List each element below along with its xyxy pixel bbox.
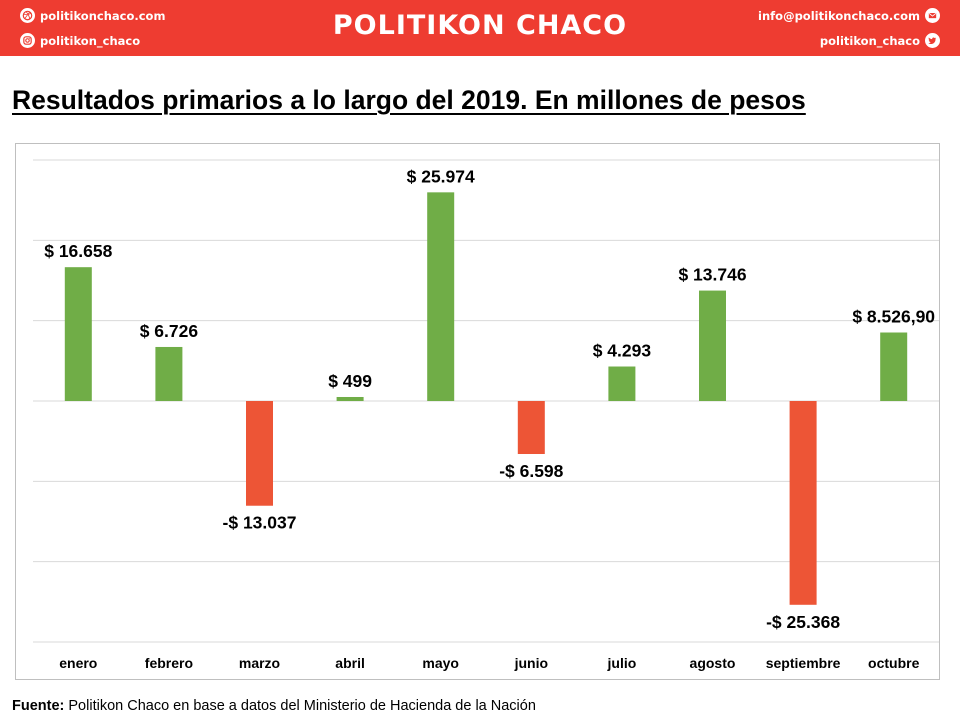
bar-agosto [699,290,726,401]
source-text: Politikon Chaco en base a datos del Mini… [68,698,536,714]
bar-chart: $ 16.658 $ 6.726 -$ 13.037 $ 499 $ 25.974 -$ … [33,159,939,671]
twitter-link[interactable]: politikon_chaco [820,33,940,48]
website-link[interactable]: politikonchaco.com [20,8,165,23]
website-text: politikonchaco.com [40,8,166,23]
data-label-julio: $ 4.293 [593,341,652,361]
bar-mayo [427,192,455,401]
chart-area: $ 16.658 $ 6.726 -$ 13.037 $ 499 $ 25.974 -$ … [15,143,940,680]
data-label-octubre: $ 8.526,90 [852,307,935,327]
email-text: info@politikonchaco.com [758,8,920,23]
category-label-octubre: octubre [868,655,920,671]
data-label-junio: -$ 6.598 [499,461,563,481]
data-label-agosto: $ 13.746 [678,265,746,285]
bar-abril [336,396,364,401]
category-label-septiembre: septiembre [766,655,841,671]
dribbble-icon [20,8,35,23]
data-label-febrero: $ 6.726 [140,321,199,341]
instagram-text: politikon_chaco [40,33,141,48]
data-label-marzo: -$ 13.037 [223,513,297,533]
chart-title: Resultados primarios a lo largo del 2019… [12,85,806,115]
category-label-abril: abril [335,655,365,671]
bar-febrero [155,346,183,401]
instagram-icon [20,33,35,48]
category-label-mayo: mayo [422,655,459,671]
data-labels: $ 16.658 $ 6.726 -$ 13.037 $ 499 $ 25.974 -$ … [44,166,935,631]
category-label-agosto: agosto [690,655,736,671]
category-label-marzo: marzo [239,655,280,671]
email-link[interactable]: info@politikonchaco.com [758,8,940,23]
category-label-enero: enero [59,655,97,671]
bars [64,192,908,605]
category-label-junio: junio [514,655,548,671]
category-label-julio: julio [607,655,637,671]
instagram-link[interactable]: politikon_chaco [20,33,140,48]
bar-septiembre [789,401,817,605]
twitter-icon [925,33,940,48]
twitter-text: politikon_chaco [819,33,920,48]
mail-icon [925,8,940,23]
data-label-mayo: $ 25.974 [407,166,475,186]
category-label-febrero: febrero [145,655,193,671]
category-labels: enero febrero marzo abril mayo junio julio agos… [59,655,919,671]
data-label-septiembre: -$ 25.368 [766,612,840,632]
bar-enero [64,267,92,401]
header-banner: politikonchaco.com politikon_chaco POLIT… [0,0,960,56]
source-note: Fuente: Politikon Chaco en base a datos … [12,698,536,714]
data-label-abril: $ 499 [328,371,372,391]
source-label: Fuente: [12,698,65,714]
bar-julio [608,366,636,401]
bar-octubre [880,332,908,401]
gridlines [33,159,939,643]
data-label-enero: $ 16.658 [44,241,112,261]
brand-title: POLITIKON CHACO [332,10,628,41]
bar-junio [517,401,545,455]
bar-marzo [246,401,273,506]
